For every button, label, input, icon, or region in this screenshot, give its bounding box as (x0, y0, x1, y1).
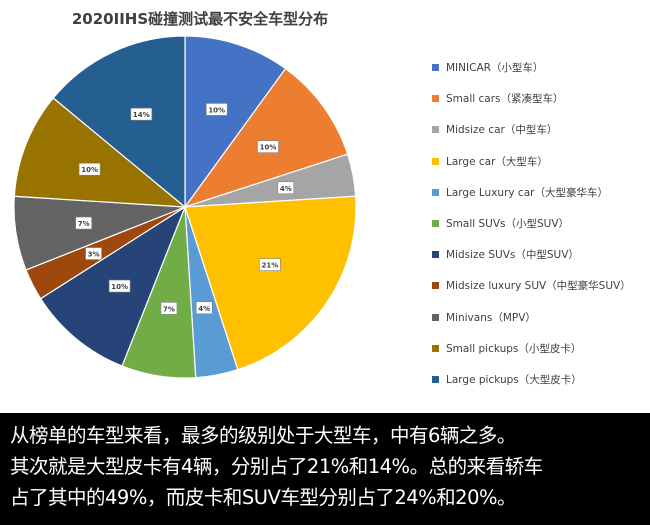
legend-label: MINICAR（小型车） (446, 62, 544, 74)
svg-text:14%: 14% (133, 111, 150, 119)
pie-data-label-3: 4% (277, 181, 295, 195)
pie-data-label-2: 10% (257, 140, 279, 153)
legend-swatch (432, 375, 439, 383)
pie-data-label-1: 10% (205, 103, 228, 116)
legend-item-6: Small SUVs（小型SUV） (432, 216, 647, 247)
svg-text:10%: 10% (81, 166, 98, 174)
legend-swatch (432, 251, 439, 259)
legend-item-5: Large Luxury car（大型豪华车） (432, 185, 647, 216)
pie-data-label-4: 21% (259, 258, 281, 271)
legend-item-1: MINICAR（小型车） (432, 60, 647, 91)
pie-data-label-7: 10% (108, 279, 131, 293)
legend-label: Large pickups（大型皮卡） (446, 373, 582, 386)
caption-line-1: 从榜单的车型来看，最多的级别处于大型车，中有6辆之多。 (10, 424, 516, 447)
legend-label: Large car（大型车） (446, 155, 548, 168)
pie-slice-11 (52, 35, 186, 209)
caption-line-2: 其次就是大型皮卡有4辆，分别占了21%和14%。总的来看轿车 (10, 455, 543, 478)
legend-label: Large Luxury car（大型豪华车） (446, 186, 608, 199)
legend-swatch (432, 282, 439, 290)
legend-swatch (432, 157, 439, 165)
chart-area: 2020IIHS碰撞测试最不安全车型分布 10% 10% 4% 21% 4% 7% 10% 3… (13, 10, 647, 403)
pie-data-label-11: 14% (130, 107, 153, 121)
legend-item-3: Midsize car（中型车） (432, 122, 647, 153)
legend-swatch (432, 64, 439, 71)
chart-title: 2020IIHS碰撞测试最不安全车型分布 (71, 10, 329, 28)
legend-swatch (432, 188, 439, 196)
pie-data-label-8: 3% (85, 247, 102, 260)
pie-data-label-10: 10% (78, 162, 101, 176)
legend-item-7: Midsize SUVs（中型SUV） (432, 247, 647, 278)
pie-slice-1 (184, 35, 287, 209)
legend-item-10: Small pickups（小型皮卡） (432, 341, 647, 372)
legend-item-4: Large car（大型车） (432, 154, 647, 185)
svg-text:3%: 3% (88, 251, 100, 259)
legend-item-9: Minivans（MPV） (432, 310, 647, 341)
legend-item-2: Small cars（紧凑型车） (432, 91, 647, 122)
legend-label: Small pickups（小型皮卡） (446, 342, 582, 355)
pie-data-label-5: 4% (195, 301, 213, 315)
legend-item-8: Midsize luxury SUV（中型豪华SUV） (432, 278, 647, 309)
svg-text:4%: 4% (198, 305, 210, 313)
svg-text:10%: 10% (111, 283, 128, 291)
svg-text:10%: 10% (260, 144, 277, 152)
caption-banner: 从榜单的车型来看，最多的级别处于大型车，中有6辆之多。 其次就是大型皮卡有4辆，… (0, 413, 650, 525)
pie-data-label-9: 7% (75, 216, 92, 230)
legend-swatch (432, 344, 439, 352)
caption-line-3: 占了其中的49%，而皮卡和SUV车型分别占了24%和20%。 (10, 486, 517, 509)
pie-chart: 10% 10% 4% 21% 4% 7% 10% 3% 7% 10% 14% (13, 35, 357, 379)
legend-label: Midsize luxury SUV（中型豪华SUV） (446, 280, 631, 293)
svg-text:21%: 21% (261, 262, 278, 270)
svg-text:7%: 7% (163, 305, 175, 313)
svg-text:4%: 4% (280, 185, 292, 193)
legend-swatch (432, 95, 439, 103)
legend-swatch (432, 219, 439, 227)
legend-label: Midsize SUVs（中型SUV） (446, 249, 579, 262)
legend-label: Midsize car（中型车） (446, 124, 558, 137)
pie-slice-4 (184, 195, 357, 371)
svg-text:7%: 7% (78, 220, 90, 228)
legend-label: Minivans（MPV） (446, 311, 536, 324)
legend-swatch (432, 313, 439, 321)
chart-legend: MINICAR（小型车） Small cars（紧凑型车） Midsize car（… (432, 60, 647, 403)
pie-slice-10 (13, 97, 187, 208)
legend-item-11: Large pickups（大型皮卡） (432, 372, 647, 403)
legend-label: Small SUVs（小型SUV） (446, 217, 570, 230)
svg-text:10%: 10% (208, 106, 225, 114)
legend-swatch (432, 126, 439, 134)
legend-label: Small cars（紧凑型车） (446, 93, 564, 106)
pie-data-label-6: 7% (160, 302, 178, 315)
pie-slice-2 (183, 67, 349, 209)
